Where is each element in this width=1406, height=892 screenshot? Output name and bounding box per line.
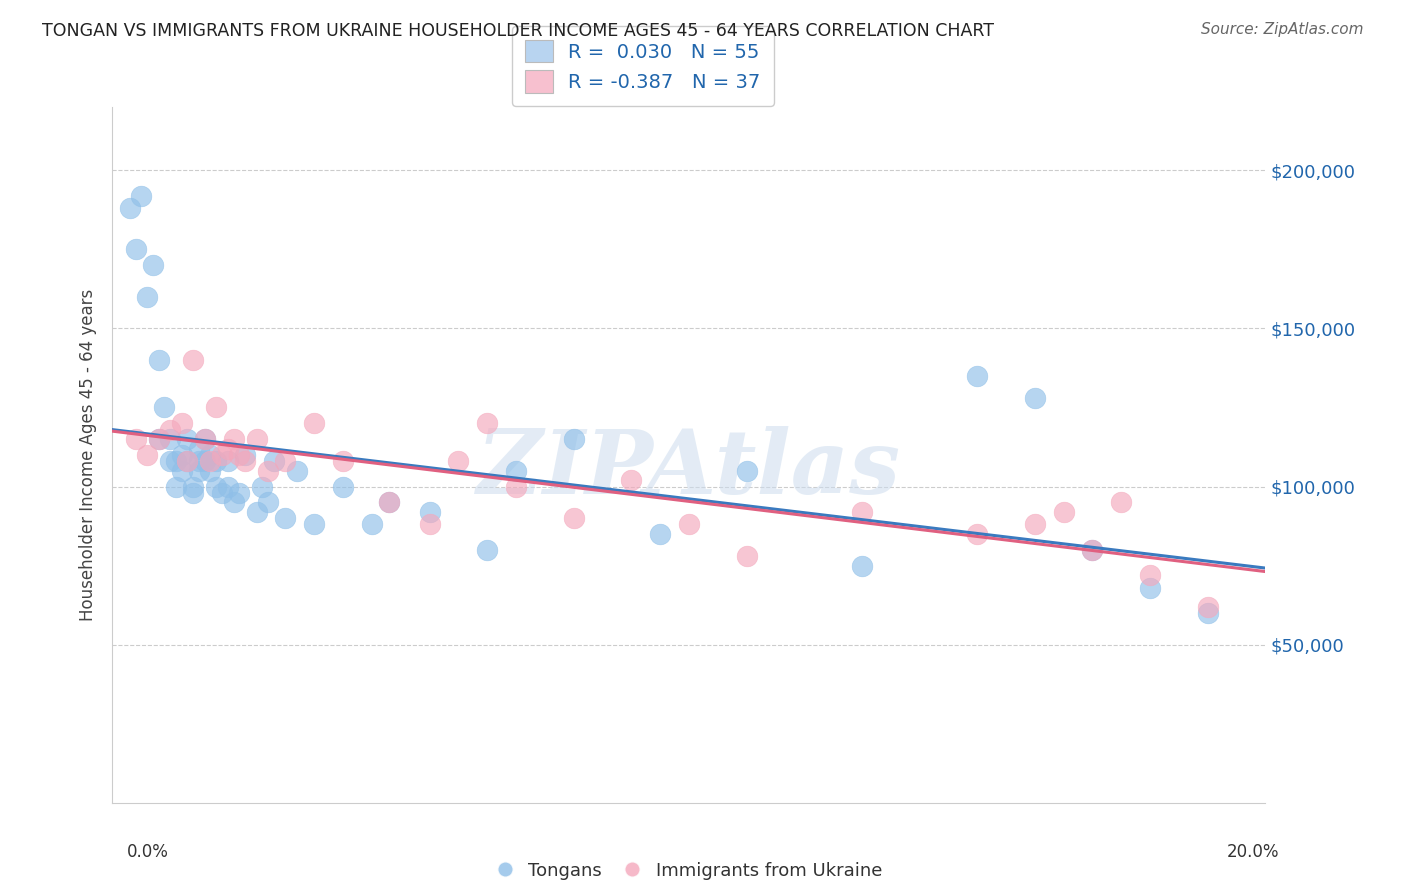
Point [159, 423, 181, 437]
Point [966, 368, 988, 383]
Point [124, 243, 146, 257]
Y-axis label: Householder Income Ages 45 - 64 years: Householder Income Ages 45 - 64 years [79, 289, 97, 621]
Point [257, 464, 280, 478]
Point [246, 505, 269, 519]
Point [228, 448, 250, 462]
Point [222, 432, 245, 446]
Point [505, 464, 527, 478]
Point [378, 495, 401, 509]
Point [447, 454, 470, 468]
Point [194, 432, 217, 446]
Point [200, 464, 222, 478]
Point [188, 464, 211, 478]
Point [153, 401, 176, 415]
Point [205, 401, 228, 415]
Text: TONGAN VS IMMIGRANTS FROM UKRAINE HOUSEHOLDER INCOME AGES 45 - 64 YEARS CORRELAT: TONGAN VS IMMIGRANTS FROM UKRAINE HOUSEH… [42, 22, 994, 40]
Point [188, 454, 211, 468]
Point [194, 454, 217, 468]
Point [176, 454, 198, 468]
Point [1139, 568, 1161, 582]
Point [170, 448, 193, 462]
Point [851, 558, 873, 573]
Point [217, 479, 239, 493]
Point [562, 511, 585, 525]
Point [332, 454, 354, 468]
Point [419, 517, 441, 532]
Point [228, 486, 250, 500]
Point [378, 495, 401, 509]
Point [1081, 542, 1104, 557]
Point [246, 432, 269, 446]
Point [1081, 542, 1104, 557]
Point [1053, 505, 1076, 519]
Point [118, 201, 141, 215]
Point [136, 448, 159, 462]
Point [176, 432, 198, 446]
Point [1024, 391, 1046, 405]
Point [176, 454, 198, 468]
Point [205, 479, 228, 493]
Point [562, 432, 585, 446]
Point [505, 479, 527, 493]
Text: Source: ZipAtlas.com: Source: ZipAtlas.com [1201, 22, 1364, 37]
Point [678, 517, 700, 532]
Point [252, 479, 274, 493]
Point [181, 479, 204, 493]
Point [205, 454, 228, 468]
Point [136, 290, 159, 304]
Point [200, 448, 222, 462]
Point [1139, 581, 1161, 595]
Point [285, 464, 308, 478]
Point [222, 495, 245, 509]
Point [851, 505, 873, 519]
Point [217, 454, 239, 468]
Point [181, 353, 204, 368]
Point [217, 442, 239, 456]
Point [735, 464, 758, 478]
Point [620, 473, 643, 487]
Point [148, 353, 170, 368]
Point [233, 448, 256, 462]
Point [129, 188, 153, 202]
Text: ZIPAtlas: ZIPAtlas [478, 425, 900, 512]
Point [159, 432, 181, 446]
Point [332, 479, 354, 493]
Point [304, 517, 326, 532]
Point [475, 542, 499, 557]
Point [1197, 606, 1219, 620]
Point [257, 495, 280, 509]
Point [165, 479, 187, 493]
Point [1197, 599, 1219, 614]
Point [124, 432, 146, 446]
Point [211, 486, 233, 500]
Point [274, 454, 297, 468]
Point [274, 511, 297, 525]
Point [194, 432, 217, 446]
Point [211, 448, 233, 462]
Point [170, 417, 193, 431]
Point [1024, 517, 1046, 532]
Text: 20.0%: 20.0% [1227, 843, 1279, 861]
Point [263, 454, 285, 468]
Text: 0.0%: 0.0% [127, 843, 169, 861]
Point [165, 454, 187, 468]
Point [148, 432, 170, 446]
Point [650, 527, 672, 541]
Point [735, 549, 758, 563]
Point [419, 505, 441, 519]
Point [148, 432, 170, 446]
Legend: Tongans, Immigrants from Ukraine: Tongans, Immigrants from Ukraine [488, 855, 890, 888]
Point [233, 454, 256, 468]
Point [142, 258, 165, 272]
Point [170, 464, 193, 478]
Point [966, 527, 988, 541]
Point [304, 417, 326, 431]
Point [188, 442, 211, 456]
Point [1111, 495, 1133, 509]
Point [200, 454, 222, 468]
Point [360, 517, 382, 532]
Point [475, 417, 499, 431]
Point [159, 454, 181, 468]
Point [181, 486, 204, 500]
